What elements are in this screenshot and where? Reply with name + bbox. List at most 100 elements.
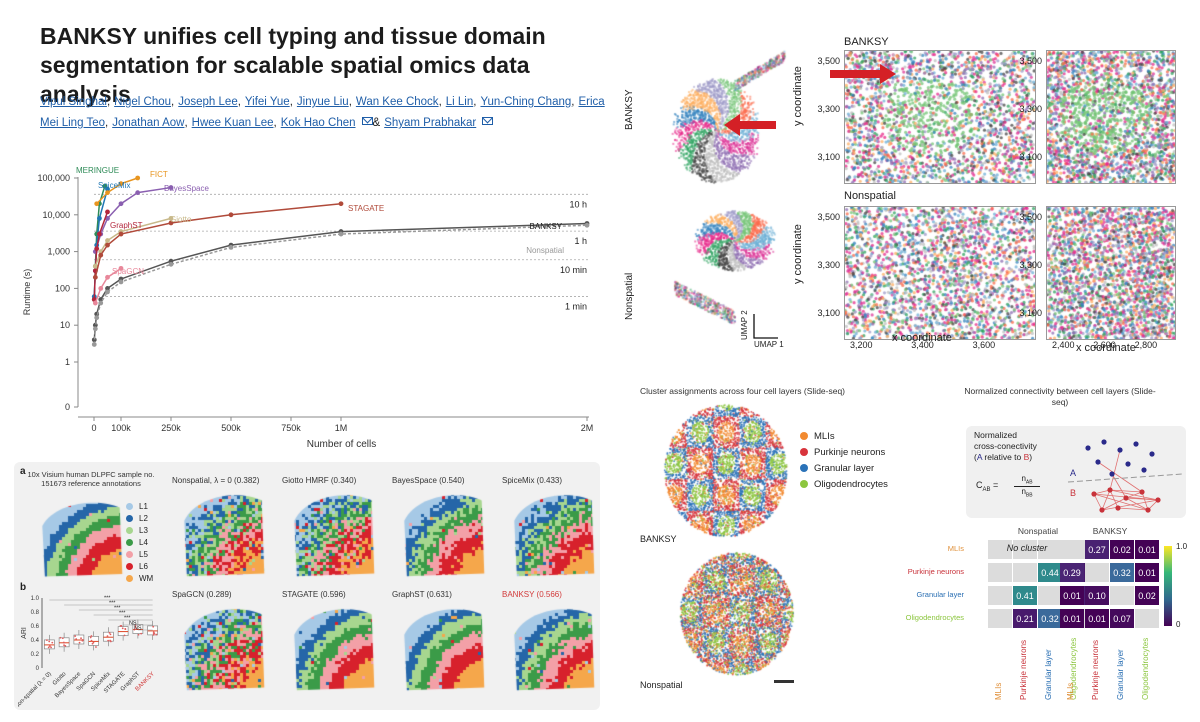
spatial-y-tick: 3,300 (1019, 104, 1042, 114)
network-edge (1111, 473, 1127, 499)
boxplot-point (61, 637, 64, 640)
boxplot-point (50, 646, 52, 649)
layer-legend-label: L6 (139, 561, 148, 571)
boxplot-point (51, 641, 54, 644)
network-node-a (1149, 451, 1155, 457)
author-list: Vipul Singhal, Nigel Chou, Joseph Lee, Yife… (40, 92, 610, 134)
boxplot-y-label: ARI (21, 627, 28, 639)
network-edge (1101, 489, 1111, 511)
boxplot-point (108, 631, 111, 634)
spatial-y-tick: 3,100 (817, 152, 840, 162)
slideseq-swatch (800, 448, 808, 456)
heatmap-row-label: Purkinje neurons (907, 567, 964, 576)
significance-label: NS (134, 626, 142, 632)
spatial-y-tick: 3,100 (817, 308, 840, 318)
series-label-meringue: MERINGUE (76, 166, 119, 175)
author-link[interactable]: Li Lin (445, 96, 474, 108)
heatmap-cell: 0.21 (1013, 609, 1037, 628)
author-link[interactable]: Hwee Kuan Lee (191, 117, 274, 129)
network-node-b (1139, 489, 1145, 495)
heatmap-cell: 0.32 (1110, 563, 1134, 582)
method-title: BANKSY (0.566) (502, 590, 562, 599)
author-separator: , (473, 96, 477, 108)
method-tissue-map (290, 490, 376, 578)
layer-legend-label: L1 (139, 501, 148, 511)
spatial-y-tick: 3,300 (1019, 260, 1042, 270)
heatmap-group-title: BANKSY (1092, 526, 1128, 536)
layer-legend: L1 L2 L3 L4 L5 L6 WM (126, 500, 153, 584)
heatmap-cell (1038, 540, 1062, 559)
network-node-b (1123, 495, 1129, 501)
formula: CAB = (976, 480, 999, 493)
red-arrow-icon (830, 64, 896, 84)
boxplot-y-tick: 0 (36, 666, 40, 672)
spatial-x-tick: 2,400 (1052, 340, 1075, 350)
author-link[interactable]: Yun-Ching Chang (480, 96, 572, 108)
heatmap-cell: 0.07 (1110, 609, 1134, 628)
method-title: Nonspatial, λ = 0 (0.382) (172, 476, 260, 485)
umap-row-label-banksy: BANKSY (624, 89, 635, 130)
spatial-y-tick: 3,100 (1019, 152, 1042, 162)
x-tick-label: 2M (581, 423, 594, 433)
heatmap-row-label: MLIs (947, 544, 964, 553)
data-point-nonspatial (98, 300, 104, 306)
boxplot-point (140, 632, 143, 635)
heatmap-cell: 0.27 (1085, 540, 1109, 559)
slideseq-swatch (800, 480, 808, 488)
boxplot-point (92, 641, 95, 644)
network-node-a (1109, 471, 1115, 477)
author-separator: , (105, 117, 109, 129)
slideseq-swatch (800, 432, 808, 440)
y-tick-label: 10,000 (42, 210, 70, 220)
data-point-bayesspace (118, 201, 124, 207)
y-tick-label: 100 (55, 283, 70, 293)
spatial-y-tick: 3,500 (817, 56, 840, 66)
spatial-title-nonspatial: Nonspatial (844, 190, 896, 202)
x-tick-label: 500k (221, 423, 241, 433)
data-point-spagcn (92, 300, 98, 306)
spatial-y-label: y coordinate (792, 224, 804, 284)
boxplot-point (63, 644, 65, 647)
method-title: GraphST (0.631) (392, 590, 452, 599)
author-link[interactable]: Shyam Prabhakar (384, 117, 477, 129)
layer-legend-item: L1 (126, 500, 153, 512)
title-line-1: BANKSY unifies cell typing and tissue do… (40, 23, 546, 49)
author-link[interactable]: Vipul Singhal (40, 96, 107, 108)
data-point-nonspatial (228, 245, 234, 250)
significance-label: *** (104, 596, 111, 602)
author-link[interactable]: Wan Kee Chock (355, 96, 439, 108)
author-link[interactable]: Yifei Yue (244, 96, 290, 108)
network-node-a (1117, 447, 1123, 453)
data-point-graphst (94, 246, 100, 252)
heatmap-cell (988, 586, 1012, 605)
heatmap-cell: 0.01 (1085, 609, 1109, 628)
box-line-1: Normalized (974, 430, 1017, 440)
heatmap-cell: 0.02 (1110, 540, 1134, 559)
slideseq-legend-item: Oligodendrocytes (800, 476, 888, 492)
author-link[interactable]: Nigel Chou (114, 96, 172, 108)
author-link[interactable]: Kok Hao Chen (280, 117, 356, 129)
significance-label: *** (109, 601, 116, 607)
umap-xaxis-label: UMAP 1 (754, 340, 784, 349)
significance-label: *** (124, 616, 131, 622)
author-link[interactable]: Jonathan Aow (112, 117, 185, 129)
connectivity-box: Normalized cross-conectivity (A relative… (966, 426, 1186, 518)
panel-a-label: a (20, 466, 26, 477)
author-link[interactable]: Erica Mei Ling Teo (40, 96, 605, 129)
network-edge (1117, 507, 1149, 511)
spatial-y-tick: 3,500 (1019, 56, 1042, 66)
boxplot-point (75, 638, 78, 640)
layer-swatch (126, 502, 133, 510)
author-link[interactable]: Jinyue Liu (296, 96, 349, 108)
heatmap-cell: 0.02 (1135, 586, 1159, 605)
heatmap-cell: 0.01 (1135, 563, 1159, 582)
spatial-panel: BANKSY Nonspatial 3,500 3,300 3,100 3,500 3,30… (792, 36, 1180, 356)
author-link[interactable]: Joseph Lee (178, 96, 238, 108)
formula-fraction: nAB nBB (1014, 474, 1040, 498)
data-point-graphst (97, 231, 102, 237)
heatmap-cell: 0.29 (1060, 563, 1084, 582)
boxplot-y-tick: 0.6 (31, 624, 40, 630)
layer-swatch (126, 526, 133, 534)
heatmap-row-label: Granular layer (916, 590, 964, 599)
